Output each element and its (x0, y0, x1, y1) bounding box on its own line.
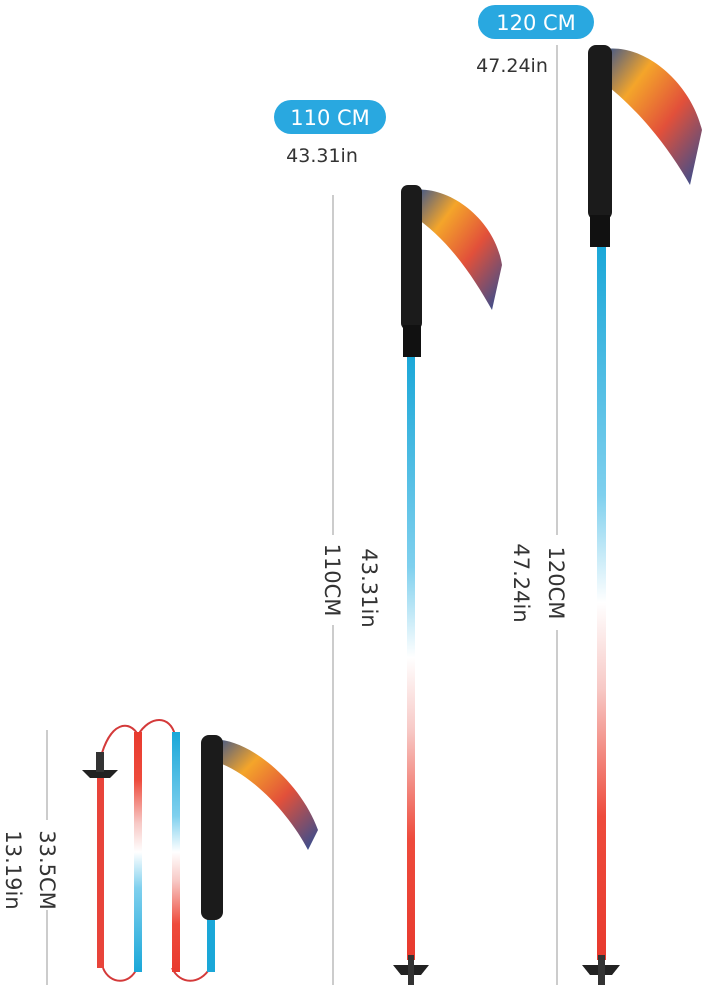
badge-label: 110 CM (290, 106, 370, 130)
badge-sub: 47.24in (476, 55, 548, 77)
pole-110 (393, 185, 502, 985)
pole-120 (582, 45, 702, 985)
dim-cm: 33.5CM (35, 830, 59, 910)
dim-in: 43.31in (357, 548, 381, 627)
dim-in: 47.24in (509, 543, 533, 622)
badge-label: 120 CM (496, 11, 576, 35)
dim-in: 13.19in (1, 830, 25, 909)
dimension-folded: 33.5CM 13.19in (1, 730, 60, 985)
badge-sub: 43.31in (286, 145, 358, 167)
dimension-120: 120CM 47.24in (509, 45, 570, 985)
pole-folded (82, 719, 318, 982)
badge-110: 110 CM 43.31in (274, 100, 386, 167)
dim-cm: 110CM (320, 544, 344, 617)
dimension-110: 110CM 43.31in (320, 195, 381, 985)
badge-120: 120 CM 47.24in (476, 5, 594, 77)
dim-cm: 120CM (544, 547, 568, 620)
